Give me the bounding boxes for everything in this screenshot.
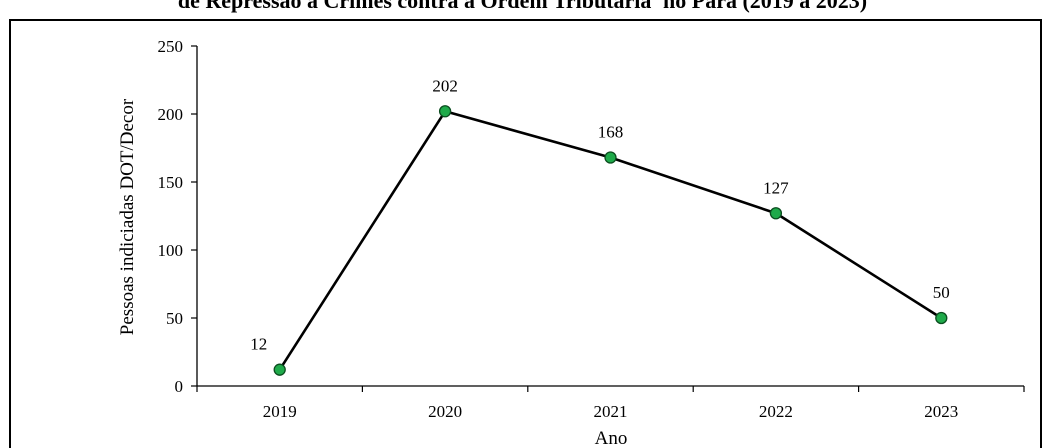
data-label: 12 <box>250 335 267 354</box>
chart-frame <box>9 19 1042 448</box>
x-tick-label: 2023 <box>924 402 958 421</box>
data-point <box>769 207 783 220</box>
x-tick-label: 2021 <box>594 402 628 421</box>
y-tick-label: 250 <box>158 37 184 56</box>
x-tick-label: 2019 <box>263 402 297 421</box>
y-tick-label: 100 <box>158 241 184 260</box>
data-point <box>935 311 948 325</box>
data-point <box>273 363 286 376</box>
x-ticks: 2019 2020 2021 2022 2023 <box>196 386 1025 421</box>
data-point <box>438 105 452 118</box>
y-tick-label: 200 <box>158 105 184 124</box>
data-labels: 12 202 168 127 50 <box>250 76 950 353</box>
chart-title: de Repressão a Crimes contra a Ordem Tri… <box>177 0 868 13</box>
data-label: 202 <box>432 76 458 95</box>
data-point <box>604 151 617 164</box>
y-tick-label: 50 <box>166 309 183 328</box>
axes <box>196 46 1024 387</box>
x-tick-label: 2020 <box>428 402 462 421</box>
data-label: 50 <box>933 283 950 302</box>
y-tick-label: 0 <box>175 377 184 396</box>
x-axis-title: Ano <box>595 428 628 448</box>
series-group <box>273 105 948 376</box>
y-ticks: 0 50 100 150 200 250 <box>158 37 197 396</box>
x-tick-label: 2022 <box>759 402 793 421</box>
data-label: 127 <box>763 178 789 197</box>
series-line <box>278 109 942 371</box>
data-label: 168 <box>598 123 624 142</box>
y-tick-label: 150 <box>158 173 184 192</box>
y-axis-title: Pessoas indiciadas DOT/Decor <box>117 98 138 335</box>
